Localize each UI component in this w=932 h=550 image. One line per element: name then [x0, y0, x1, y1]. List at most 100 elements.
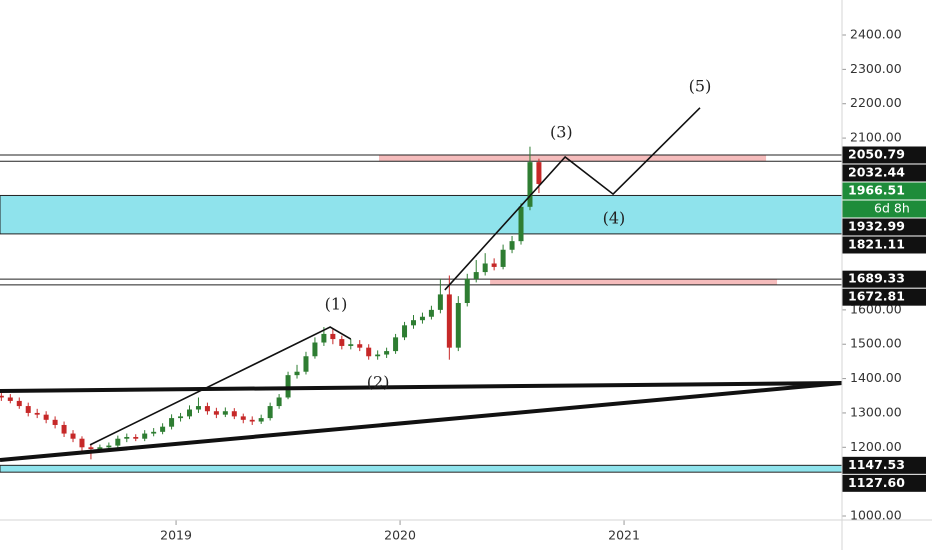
- price-label-bg: [842, 288, 926, 306]
- y-tick-label: 2300.00: [850, 61, 902, 76]
- trend-line: [89, 326, 352, 446]
- price-label-bg: [842, 218, 926, 236]
- candle-body: [267, 406, 273, 419]
- y-tick-label: 1200.00: [850, 439, 902, 454]
- candle-body: [366, 347, 372, 357]
- candle-body: [249, 419, 255, 422]
- candle-body: [402, 325, 408, 338]
- y-tick-label: 2200.00: [850, 95, 902, 110]
- candle-body: [88, 447, 94, 450]
- candle-body: [52, 419, 58, 425]
- wave-label: (1): [325, 295, 348, 314]
- candle-body: [518, 206, 524, 242]
- price-label-bg: [842, 236, 926, 254]
- y-tick-label: 1300.00: [850, 404, 902, 419]
- candle-body: [330, 333, 336, 340]
- candle-body: [34, 412, 40, 415]
- candle-body: [61, 424, 67, 434]
- price-label: 2050.79: [848, 146, 905, 161]
- candle-body: [294, 371, 300, 376]
- candle-body: [446, 294, 452, 348]
- price-label-bg: [842, 164, 926, 182]
- y-tick-label: 1500.00: [850, 336, 902, 351]
- price-label: 1689.33: [848, 271, 905, 286]
- price-label: 1127.60: [848, 475, 905, 490]
- candle-body: [133, 436, 139, 439]
- candle-body: [312, 342, 318, 357]
- wave-label: (2): [367, 373, 390, 392]
- trend-line: [0, 381, 843, 393]
- highlight: [490, 279, 778, 285]
- candle-body: [195, 406, 201, 410]
- candle-body: [151, 431, 157, 434]
- candle-body: [240, 416, 246, 420]
- candle-body: [473, 272, 479, 279]
- wave-label: (5): [689, 76, 712, 95]
- x-tick-label: 2020: [384, 528, 416, 543]
- price-label-bg: [842, 456, 926, 474]
- candle-body: [348, 344, 354, 346]
- candle-body: [79, 438, 85, 448]
- candle-body: [187, 409, 193, 417]
- y-tick-label: 1400.00: [850, 370, 902, 385]
- candle-body: [464, 278, 470, 303]
- candle-body: [222, 411, 228, 415]
- price-label: 1672.81: [848, 289, 905, 304]
- candle-body: [500, 249, 506, 267]
- price-label: 1932.99: [848, 218, 905, 233]
- candle-body: [455, 302, 461, 348]
- price-axis: 2400.002300.002200.002100.001600.001500.…: [160, 27, 926, 543]
- candle-body: [509, 241, 515, 250]
- candle-body: [178, 416, 184, 419]
- price-label-bg: [842, 270, 926, 288]
- candle-body: [375, 354, 381, 357]
- price-label-bg: [842, 182, 926, 200]
- candle-body: [419, 316, 425, 321]
- candle-body: [303, 356, 309, 372]
- y-tick-label: 2400.00: [850, 27, 902, 42]
- candle-body: [393, 337, 399, 352]
- candle-body: [97, 447, 103, 450]
- candle-body: [25, 406, 31, 413]
- candle-body: [142, 433, 148, 439]
- candle-body: [428, 309, 434, 317]
- candle-body: [7, 397, 13, 401]
- candle-body: [43, 414, 49, 420]
- trend-line: [0, 381, 843, 463]
- candle-body: [276, 397, 282, 407]
- price-label-bg: [842, 474, 926, 492]
- y-tick-label: 1000.00: [850, 508, 902, 523]
- price-label: 2032.44: [848, 164, 905, 179]
- price-label: 1147.53: [848, 457, 905, 472]
- zone: [0, 194, 843, 235]
- plot-area: (1) (2) (3) (4) (5): [0, 76, 843, 473]
- candle-body: [160, 426, 166, 432]
- y-tick-label: 2100.00: [850, 130, 902, 145]
- candle-body: [115, 438, 121, 446]
- trend-line: [444, 107, 701, 291]
- candle-body: [384, 351, 390, 355]
- candle-body: [437, 294, 443, 310]
- candle-body: [16, 400, 22, 407]
- candle-body: [357, 344, 363, 348]
- candle-body: [124, 436, 130, 439]
- candle-body: [491, 263, 497, 267]
- candle-body: [527, 162, 533, 207]
- price-label-bg: [842, 146, 926, 164]
- candle-body: [0, 395, 4, 398]
- candle-body: [258, 418, 264, 422]
- candle-body: [482, 263, 488, 273]
- wave-label: (4): [603, 209, 626, 228]
- candle-body: [321, 333, 327, 343]
- price-label: 1821.11: [848, 236, 905, 251]
- x-tick-label: 2021: [608, 528, 640, 543]
- candle-body: [106, 445, 112, 448]
- zone: [0, 464, 843, 473]
- countdown-bg: [842, 200, 926, 218]
- price-label: 1966.51: [848, 182, 905, 197]
- candle-body: [169, 418, 175, 427]
- candle-body: [536, 162, 542, 184]
- candle-body: [70, 433, 76, 439]
